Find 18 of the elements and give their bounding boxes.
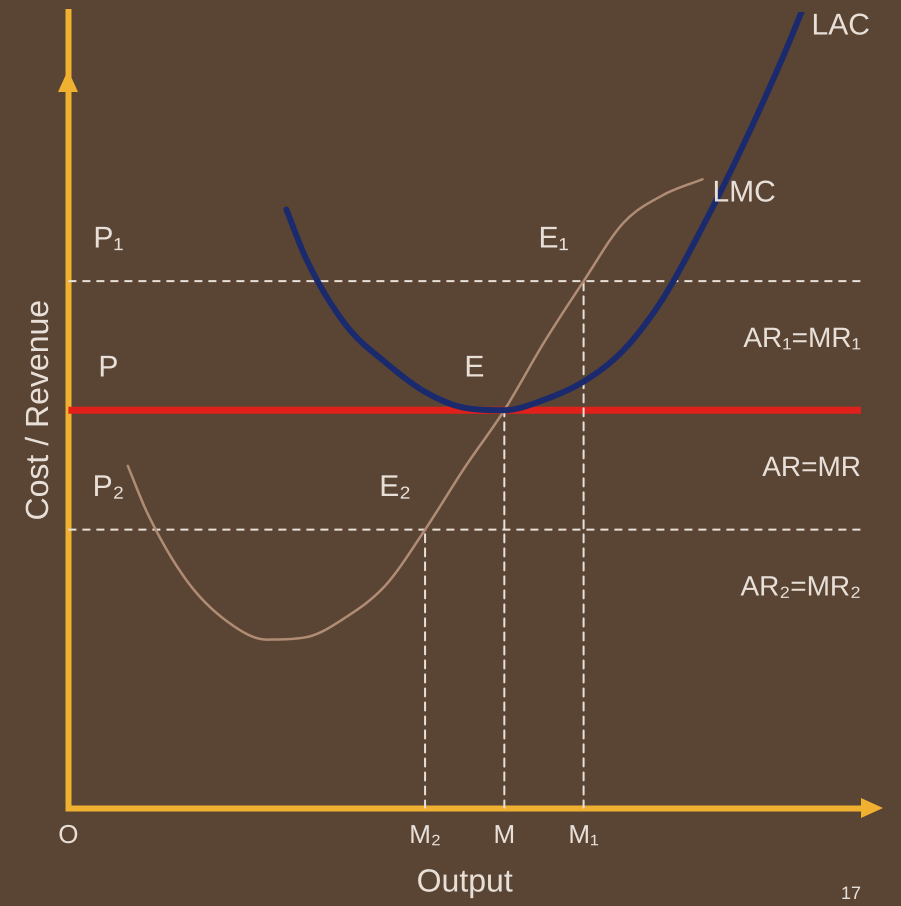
annotation: P₂	[92, 470, 124, 503]
annotation: E₁	[538, 221, 569, 254]
x-tick-label: M₁	[568, 819, 600, 850]
annotation: E	[464, 350, 484, 384]
ref-line-label: AR₁=MR₁	[743, 322, 861, 353]
y-axis-title: Cost / Revenue	[19, 300, 56, 520]
annotation: P₁	[93, 221, 124, 254]
ref-line-label: AR₂=MR₂	[740, 570, 861, 602]
ref-line-label: AR=MR	[762, 450, 861, 482]
x-axis-title: Output	[416, 862, 513, 899]
annotation: P	[98, 350, 118, 384]
series-label: LMC	[712, 176, 776, 209]
annotation: E₂	[379, 470, 411, 503]
x-tick-label: O	[58, 819, 79, 850]
x-tick-label: M₂	[409, 819, 441, 850]
x-tick-label: M	[493, 819, 516, 850]
text: 17	[840, 883, 861, 904]
series-label: LAC	[812, 8, 870, 42]
